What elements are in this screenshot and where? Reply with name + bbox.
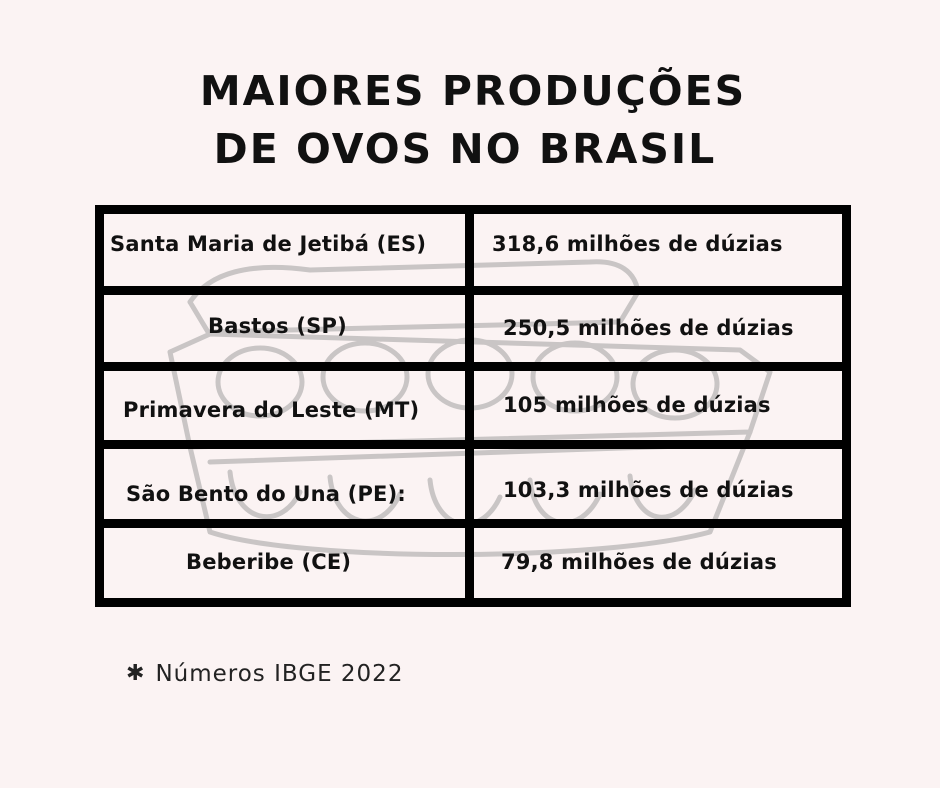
table-column-divider <box>465 205 474 607</box>
city-cell: Beberibe (CE) <box>186 550 352 574</box>
title-line-1: MAIORES PRODUÇÕES <box>199 67 747 115</box>
title-line-2: DE OVOS NO BRASIL <box>213 125 717 173</box>
city-cell: São Bento do Una (PE): <box>126 482 406 506</box>
footnote-text: Números IBGE 2022 <box>155 661 404 687</box>
footnote: ✱ Números IBGE 2022 <box>126 661 403 687</box>
value-cell: 103,3 milhões de dúzias <box>503 478 794 502</box>
value-cell: 318,6 milhões de dúzias <box>492 232 783 256</box>
city-cell: Primavera do Leste (MT) <box>123 398 420 422</box>
value-cell: 250,5 milhões de dúzias <box>503 316 794 340</box>
city-cell: Bastos (SP) <box>208 314 347 338</box>
value-cell: 79,8 milhões de dúzias <box>501 550 777 574</box>
page-title: MAIORES PRODUÇÕES DE OVOS NO BRASIL <box>0 62 940 178</box>
asterisk-icon: ✱ <box>126 661 146 686</box>
table-border-left <box>95 205 104 607</box>
value-cell: 105 milhões de dúzias <box>503 393 771 417</box>
table-border-right <box>842 205 851 607</box>
production-table: Santa Maria de Jetibá (ES) 318,6 milhões… <box>95 205 851 607</box>
city-cell: Santa Maria de Jetibá (ES) <box>110 232 427 256</box>
